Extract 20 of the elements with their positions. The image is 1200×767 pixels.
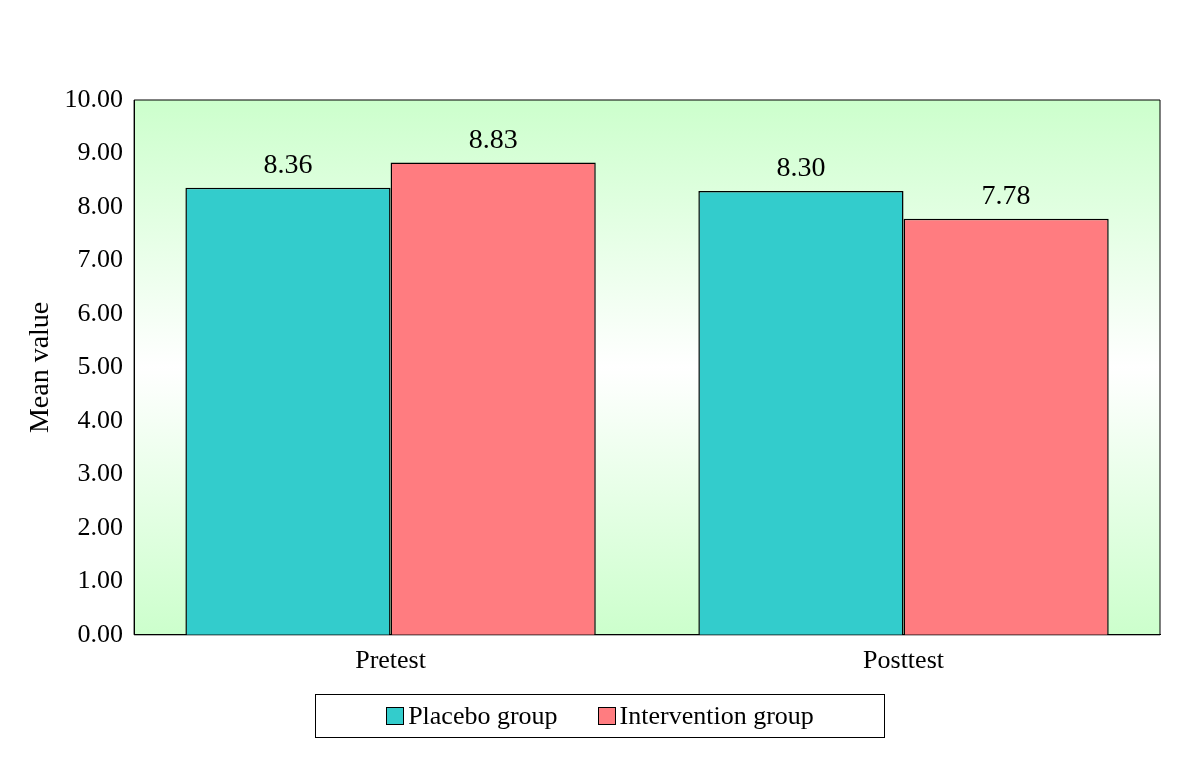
x-tick-label: Posttest xyxy=(863,645,945,675)
y-axis-title: Mean value xyxy=(23,301,55,434)
data-label: 8.30 xyxy=(776,151,826,183)
y-tick-label: 4.00 xyxy=(77,404,124,434)
y-tick-label: 9.00 xyxy=(77,137,124,167)
data-label: 7.78 xyxy=(981,179,1031,211)
data-label: 8.36 xyxy=(263,148,313,180)
y-tick-label: 1.00 xyxy=(77,565,124,595)
y-tick-label: 0.00 xyxy=(77,618,124,648)
y-tick-label: 6.00 xyxy=(77,297,124,327)
data-label: 8.83 xyxy=(468,122,518,154)
x-tick-label: Pretest xyxy=(355,645,427,675)
y-tick-label: 2.00 xyxy=(77,511,124,541)
y-tick-label: 7.00 xyxy=(77,244,124,274)
text: Placebo group xyxy=(408,701,558,731)
y-tick-label: 5.00 xyxy=(77,351,124,381)
y-tick-label: 8.00 xyxy=(77,190,124,220)
legend-label: Intervention group xyxy=(619,701,814,731)
y-tick-label: 3.00 xyxy=(77,458,124,488)
y-tick-label: 10.00 xyxy=(64,83,124,113)
